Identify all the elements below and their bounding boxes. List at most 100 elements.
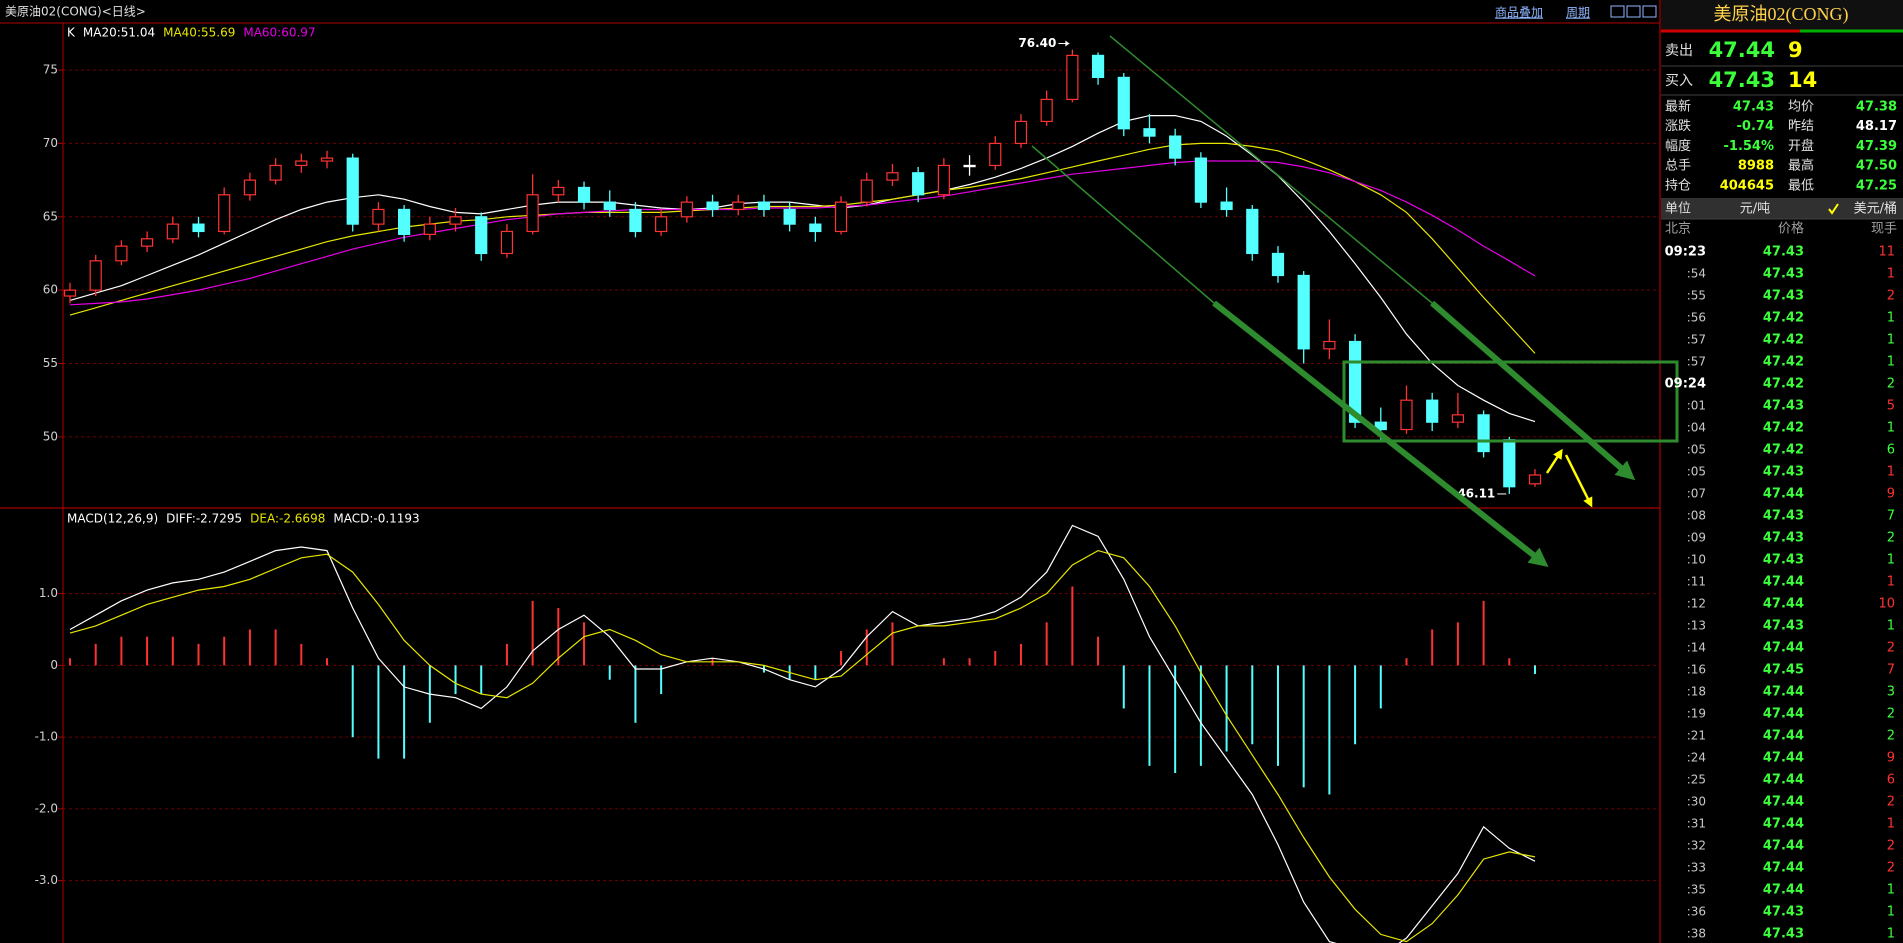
stat-label: 最高: [1788, 158, 1814, 174]
tick-price: 47.44: [1763, 817, 1804, 832]
tick-volume: 2: [1887, 641, 1895, 656]
stat-value: 47.43: [1733, 100, 1774, 115]
ticks-header: 价格: [1778, 221, 1804, 237]
y-tick-label: 65: [43, 209, 58, 223]
tick-volume: 6: [1887, 443, 1895, 458]
high-label: 76.40: [1018, 36, 1056, 50]
buy-label: 买入: [1665, 73, 1693, 89]
tick-price: 47.44: [1763, 707, 1804, 722]
sell-price: 47.44: [1709, 38, 1775, 62]
tick-price: 47.44: [1763, 795, 1804, 810]
tick-time: :31: [1687, 817, 1706, 831]
candle-body: [269, 164, 282, 181]
tick-price: 47.43: [1763, 509, 1804, 524]
candle-body: [552, 186, 565, 196]
candle-body: [732, 201, 745, 211]
candle-body: [1528, 474, 1542, 485]
unit-label: 单位: [1665, 202, 1691, 217]
tick-price: 47.43: [1763, 531, 1804, 546]
indicator-line: [69, 142, 1536, 354]
candle-body: [937, 164, 950, 196]
unit-option[interactable]: 美元/桶: [1854, 202, 1897, 217]
candle-body: [1169, 135, 1182, 159]
tick-volume: 5: [1887, 399, 1895, 414]
tick-time: :10: [1687, 553, 1706, 567]
candle-body: [860, 179, 873, 203]
tick-price: 47.44: [1763, 883, 1804, 898]
icon[interactable]: [1610, 5, 1625, 18]
period-button[interactable]: 周期: [1566, 6, 1590, 20]
tick-price: 47.42: [1763, 377, 1804, 392]
legend-entry: MA60:60.97: [243, 26, 315, 40]
legend-entry: K: [67, 26, 76, 40]
tick-price: 47.44: [1763, 685, 1804, 700]
candle-body: [1297, 274, 1310, 350]
candle-body: [1194, 157, 1207, 203]
candle-body: [834, 201, 848, 233]
macd-panel: [63, 524, 1660, 943]
tick-volume: 1: [1887, 905, 1895, 920]
unit-option[interactable]: 元/吨: [1740, 202, 1770, 217]
candle-body: [989, 142, 1002, 167]
stat-label: 总手: [1665, 159, 1691, 174]
tick-volume: 2: [1887, 531, 1895, 546]
trend-arrow: [1430, 300, 1636, 481]
tick-volume: 1: [1887, 311, 1895, 326]
candle-body: [372, 208, 385, 225]
tick-time: :33: [1687, 861, 1706, 875]
tick-volume: 7: [1887, 663, 1895, 678]
candle-body: [809, 223, 822, 233]
candle-body: [1040, 98, 1053, 123]
tick-price: 47.43: [1763, 465, 1804, 480]
legend-entry: DEA:-2.6698: [250, 512, 325, 526]
legend-entry: DIFF:-2.7295: [166, 512, 242, 526]
yellow-arrow: [1564, 454, 1593, 508]
candle-body: [1477, 414, 1490, 453]
y-tick-label: 60: [43, 283, 58, 297]
candle-body: [603, 201, 616, 211]
window-icons: [1610, 5, 1657, 18]
tick-volume: 1: [1887, 421, 1895, 436]
check-mark: [1828, 203, 1839, 215]
sell-volume: 9: [1788, 38, 1803, 62]
candle-body: [963, 164, 976, 168]
tick-price: 47.45: [1763, 663, 1804, 678]
icon[interactable]: [1626, 5, 1641, 18]
stat-value: -0.74: [1737, 119, 1774, 134]
tick-price: 47.42: [1763, 311, 1804, 326]
tick-price: 47.44: [1763, 597, 1804, 612]
label-pointer: [1065, 40, 1070, 47]
tick-time: :32: [1687, 839, 1706, 853]
icon[interactable]: [1642, 5, 1657, 18]
tick-price: 47.42: [1763, 443, 1804, 458]
tick-time: :19: [1687, 707, 1706, 721]
legend-entry: MACD(12,26,9): [67, 512, 158, 526]
tick-volume: 9: [1887, 487, 1895, 502]
price-panel: 76.40 46.11: [63, 36, 1660, 500]
candle-body: [1271, 252, 1285, 277]
overlay-button[interactable]: 商品叠加: [1495, 5, 1543, 20]
y-tick-label: -2.0: [35, 801, 58, 815]
candle-body: [423, 223, 436, 235]
tick-price: 47.44: [1763, 575, 1804, 590]
y-tick-label: 0: [50, 658, 58, 672]
y-tick-label: -1.0: [35, 730, 58, 744]
tick-time: :13: [1687, 619, 1706, 633]
tick-price: 47.42: [1763, 333, 1804, 348]
candle-body: [500, 230, 514, 255]
indicator-line: [69, 115, 1536, 423]
tick-time: :57: [1687, 333, 1706, 347]
tick-time: :30: [1687, 795, 1706, 809]
candle-body: [1117, 76, 1130, 130]
candle-body: [1451, 414, 1464, 423]
candle-body: [655, 216, 668, 233]
trend-line: [1109, 35, 1433, 304]
stat-value: 48.17: [1856, 119, 1897, 134]
indicator-line: [69, 524, 1536, 943]
ticks-header: 现手: [1871, 222, 1897, 237]
tick-time: :14: [1687, 641, 1706, 655]
tick-volume: 1: [1887, 817, 1895, 832]
candle-body: [192, 223, 205, 233]
tick-time: :36: [1687, 905, 1706, 919]
